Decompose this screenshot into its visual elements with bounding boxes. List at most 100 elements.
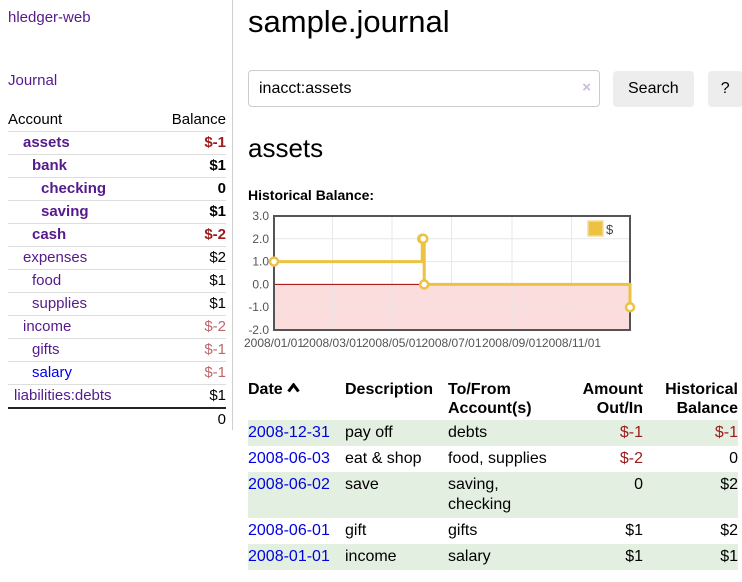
- table-row: 2008-06-02 save saving, checking 0 $2: [248, 472, 738, 518]
- accounts-total: 0: [151, 407, 226, 431]
- transaction-balance: $-1: [714, 424, 738, 441]
- transaction-balance: $2: [720, 522, 738, 539]
- accounts-header-row: Account Balance: [8, 109, 226, 132]
- balance-column-header-main: Historical Balance: [665, 381, 738, 417]
- legend-swatch-icon: [587, 220, 604, 237]
- account-balance: 0: [151, 177, 226, 201]
- account-row: liabilities:debts $1: [8, 384, 226, 408]
- sidebar-divider: [232, 0, 233, 430]
- account-balance: $1: [151, 269, 226, 293]
- account-link[interactable]: income: [23, 318, 72, 335]
- transaction-accounts: debts: [448, 424, 488, 441]
- account-balance: $-1: [151, 338, 226, 362]
- account-link[interactable]: expenses: [23, 249, 88, 266]
- account-link[interactable]: gifts: [32, 341, 60, 358]
- y-tick-label: 1.0: [252, 255, 269, 269]
- transaction-accounts: food, supplies: [448, 450, 547, 467]
- sidebar-item-journal[interactable]: Journal: [8, 72, 58, 89]
- account-balance: $-1: [151, 361, 226, 385]
- data-point: [418, 279, 430, 290]
- account-row: expenses $2: [8, 246, 226, 270]
- date-column-header[interactable]: Date: [248, 378, 345, 420]
- x-tick-label: 2008/09/01: [482, 336, 542, 350]
- brand-link[interactable]: hledger-web: [8, 9, 91, 26]
- register-header-row: Date Description To/From Account(s) Amou…: [248, 378, 738, 420]
- account-balance: $1: [151, 200, 226, 224]
- chart-box: 3.0 2.0 1.0 0.0 -1.0 -2.0 2008/01/01 2008/03/01…: [242, 209, 738, 361]
- account-link[interactable]: saving: [41, 203, 89, 220]
- transaction-accounts: gifts: [448, 522, 478, 539]
- transaction-description: gift: [345, 522, 367, 539]
- account-link[interactable]: bank: [32, 157, 68, 174]
- account-heading: assets: [248, 133, 324, 163]
- account-row: salary $-1: [8, 361, 226, 385]
- total-spacer: [8, 407, 152, 431]
- account-link[interactable]: liabilities:debts: [14, 387, 112, 404]
- chart-title: Historical Balance:: [248, 187, 375, 203]
- historical-balance-chart: 3.0 2.0 1.0 0.0 -1.0 -2.02008/01/012008/03/01…: [244, 209, 636, 350]
- search-form: × Search ?: [248, 70, 742, 107]
- account-row: gifts $-1: [8, 338, 226, 362]
- register-body: 2008-12-31 pay off debts $-1 $-1 2008-06-03 ea…: [248, 420, 738, 570]
- account-link[interactable]: supplies: [32, 295, 88, 312]
- account-row: cash $-2: [8, 223, 226, 247]
- search-input[interactable]: [248, 70, 600, 107]
- account-link[interactable]: food: [32, 272, 62, 289]
- account-row: checking 0: [8, 177, 226, 201]
- register-table: Date Description To/From Account(s) Amou…: [248, 378, 738, 570]
- x-tick-label: 2008/01/01: [244, 336, 304, 350]
- data-point: [624, 301, 636, 313]
- transaction-date-link[interactable]: 2008-06-01: [248, 522, 330, 539]
- table-row: 2008-06-01 gift gifts $1 $2: [248, 518, 738, 544]
- transaction-date-link[interactable]: 2008-12-31: [248, 424, 330, 441]
- transaction-date-link[interactable]: 2008-01-01: [248, 548, 330, 565]
- account-balance: $-2: [151, 315, 226, 339]
- sidebar: hledger-web Journal Account Balance asse…: [8, 9, 226, 431]
- account-row: supplies $1: [8, 292, 226, 316]
- x-tick-label: 2008/07/01: [421, 336, 481, 350]
- clear-search-icon[interactable]: ×: [582, 79, 591, 96]
- accounts-column-header: To/From Account(s): [448, 381, 532, 417]
- transaction-date-link[interactable]: 2008-06-03: [248, 450, 330, 467]
- transaction-description: income: [345, 548, 397, 565]
- data-point: [268, 256, 280, 267]
- y-tick-label: -2.0: [248, 323, 269, 337]
- sort-ascending-icon: [286, 383, 300, 393]
- transaction-description: save: [345, 476, 379, 493]
- description-column-header: Description: [345, 381, 434, 398]
- legend-label: $: [606, 222, 614, 237]
- table-row: 2008-06-03 eat & shop food, supplies $-2 0: [248, 446, 738, 472]
- search-button[interactable]: Search: [613, 70, 694, 107]
- transaction-balance: $2: [720, 476, 738, 493]
- account-row: food $1: [8, 269, 226, 293]
- account-row: bank $1: [8, 154, 226, 178]
- account-row: saving $1: [8, 200, 226, 224]
- account-link[interactable]: salary: [32, 364, 73, 381]
- transaction-date-link[interactable]: 2008-06-02: [248, 476, 330, 493]
- accounts-table: Account Balance assets $-1 bank $1 checking 0…: [8, 109, 226, 431]
- amount-column-header: Amount Out/In: [582, 381, 643, 417]
- account-balance: $-1: [151, 131, 226, 155]
- transaction-amount: $-1: [619, 424, 643, 441]
- account-balance: $1: [151, 384, 226, 408]
- y-tick-label: 2.0: [252, 232, 269, 246]
- account-link[interactable]: checking: [41, 180, 107, 197]
- y-tick-label: 0.0: [252, 277, 269, 291]
- x-tick-label: 2008/05/01: [362, 336, 422, 350]
- y-tick-label: -1.0: [248, 300, 269, 314]
- help-button[interactable]: ?: [707, 70, 742, 107]
- main-content: sample.journal × Search ? assets Histori…: [244, 0, 742, 570]
- accounts-body: assets $-1 bank $1 checking 0 saving $1 cash $-2 e…: [8, 131, 226, 431]
- account-link[interactable]: cash: [32, 226, 67, 243]
- search-field-wrap: ×: [248, 70, 600, 107]
- transaction-amount: 0: [634, 476, 643, 493]
- page-title: sample.journal: [248, 4, 450, 39]
- balance-column-header: Balance: [171, 111, 226, 128]
- account-column-header: Account: [8, 111, 63, 128]
- x-tick-label: 2008/03/01: [302, 336, 362, 350]
- transaction-balance: $1: [720, 548, 738, 565]
- transaction-amount: $1: [625, 548, 643, 565]
- account-link[interactable]: assets: [23, 134, 70, 151]
- plot-border: [273, 215, 631, 331]
- account-row: assets $-1: [8, 131, 226, 155]
